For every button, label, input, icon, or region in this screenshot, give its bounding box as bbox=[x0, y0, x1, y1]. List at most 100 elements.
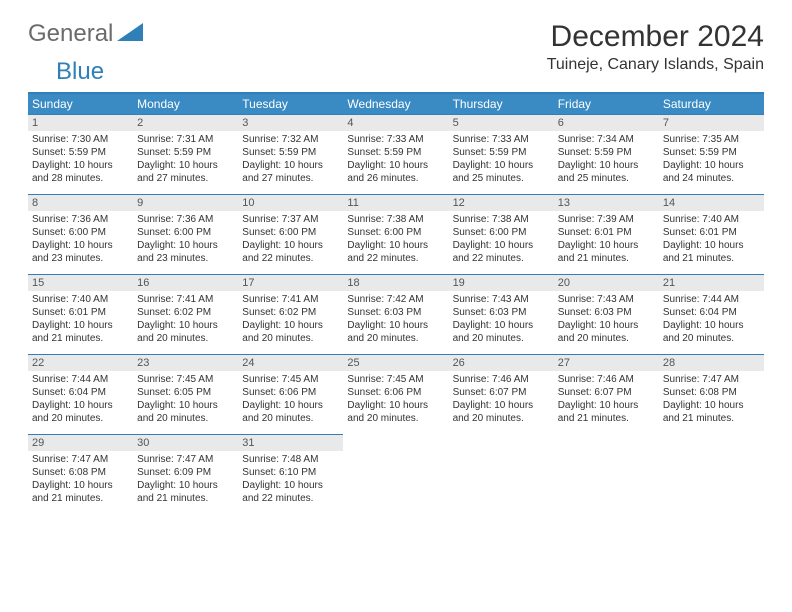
day-number: 20 bbox=[554, 274, 659, 291]
day-number: 22 bbox=[28, 354, 133, 371]
day-number: 21 bbox=[659, 274, 764, 291]
day-content: Sunrise: 7:33 AMSunset: 5:59 PMDaylight:… bbox=[449, 131, 554, 187]
day-content: Sunrise: 7:30 AMSunset: 5:59 PMDaylight:… bbox=[28, 131, 133, 187]
day-content: Sunrise: 7:31 AMSunset: 5:59 PMDaylight:… bbox=[133, 131, 238, 187]
day-content: Sunrise: 7:45 AMSunset: 6:06 PMDaylight:… bbox=[238, 371, 343, 427]
day-number: 11 bbox=[343, 194, 448, 211]
day-number: 4 bbox=[343, 114, 448, 131]
day-content: Sunrise: 7:43 AMSunset: 6:03 PMDaylight:… bbox=[449, 291, 554, 347]
calendar-day-cell: 14Sunrise: 7:40 AMSunset: 6:01 PMDayligh… bbox=[659, 194, 764, 274]
day-number: 5 bbox=[449, 114, 554, 131]
calendar-day-cell: 27Sunrise: 7:46 AMSunset: 6:07 PMDayligh… bbox=[554, 354, 659, 434]
day-number: 1 bbox=[28, 114, 133, 131]
calendar-day-cell: 17Sunrise: 7:41 AMSunset: 6:02 PMDayligh… bbox=[238, 274, 343, 354]
day-number: 10 bbox=[238, 194, 343, 211]
calendar-day-cell: 7Sunrise: 7:35 AMSunset: 5:59 PMDaylight… bbox=[659, 114, 764, 194]
calendar-day-cell: 25Sunrise: 7:45 AMSunset: 6:06 PMDayligh… bbox=[343, 354, 448, 434]
day-number: 24 bbox=[238, 354, 343, 371]
calendar-day-cell bbox=[659, 434, 764, 514]
brand-triangle-icon bbox=[117, 23, 143, 46]
page-title: December 2024 bbox=[547, 20, 764, 54]
brand-part1: General bbox=[28, 20, 113, 48]
weekday-header: Tuesday bbox=[238, 94, 343, 114]
day-number: 28 bbox=[659, 354, 764, 371]
location-text: Tuineje, Canary Islands, Spain bbox=[547, 56, 764, 74]
calendar-week-row: 22Sunrise: 7:44 AMSunset: 6:04 PMDayligh… bbox=[28, 354, 764, 434]
calendar-day-cell: 11Sunrise: 7:38 AMSunset: 6:00 PMDayligh… bbox=[343, 194, 448, 274]
day-number: 18 bbox=[343, 274, 448, 291]
title-block: December 2024 Tuineje, Canary Islands, S… bbox=[547, 20, 764, 74]
calendar-page: General December 2024 Tuineje, Canary Is… bbox=[0, 0, 792, 534]
day-content: Sunrise: 7:38 AMSunset: 6:00 PMDaylight:… bbox=[343, 211, 448, 267]
brand-part2: Blue bbox=[56, 58, 104, 85]
day-content: Sunrise: 7:32 AMSunset: 5:59 PMDaylight:… bbox=[238, 131, 343, 187]
day-content: Sunrise: 7:35 AMSunset: 5:59 PMDaylight:… bbox=[659, 131, 764, 187]
day-content: Sunrise: 7:41 AMSunset: 6:02 PMDaylight:… bbox=[238, 291, 343, 347]
calendar-day-cell: 10Sunrise: 7:37 AMSunset: 6:00 PMDayligh… bbox=[238, 194, 343, 274]
calendar-day-cell: 21Sunrise: 7:44 AMSunset: 6:04 PMDayligh… bbox=[659, 274, 764, 354]
weekday-header: Saturday bbox=[659, 94, 764, 114]
weekday-header: Thursday bbox=[449, 94, 554, 114]
day-number: 14 bbox=[659, 194, 764, 211]
weekday-header: Wednesday bbox=[343, 94, 448, 114]
calendar-day-cell: 8Sunrise: 7:36 AMSunset: 6:00 PMDaylight… bbox=[28, 194, 133, 274]
day-content: Sunrise: 7:34 AMSunset: 5:59 PMDaylight:… bbox=[554, 131, 659, 187]
calendar-day-cell: 12Sunrise: 7:38 AMSunset: 6:00 PMDayligh… bbox=[449, 194, 554, 274]
day-number: 7 bbox=[659, 114, 764, 131]
day-number: 27 bbox=[554, 354, 659, 371]
day-number: 16 bbox=[133, 274, 238, 291]
calendar-week-row: 29Sunrise: 7:47 AMSunset: 6:08 PMDayligh… bbox=[28, 434, 764, 514]
calendar-day-cell: 2Sunrise: 7:31 AMSunset: 5:59 PMDaylight… bbox=[133, 114, 238, 194]
day-number: 30 bbox=[133, 434, 238, 451]
calendar-day-cell bbox=[343, 434, 448, 514]
calendar-day-cell: 30Sunrise: 7:47 AMSunset: 6:09 PMDayligh… bbox=[133, 434, 238, 514]
day-content: Sunrise: 7:47 AMSunset: 6:08 PMDaylight:… bbox=[659, 371, 764, 427]
calendar-day-cell: 6Sunrise: 7:34 AMSunset: 5:59 PMDaylight… bbox=[554, 114, 659, 194]
weekday-header: Sunday bbox=[28, 94, 133, 114]
day-content: Sunrise: 7:45 AMSunset: 6:05 PMDaylight:… bbox=[133, 371, 238, 427]
day-content: Sunrise: 7:46 AMSunset: 6:07 PMDaylight:… bbox=[449, 371, 554, 427]
calendar-day-cell: 26Sunrise: 7:46 AMSunset: 6:07 PMDayligh… bbox=[449, 354, 554, 434]
calendar-day-cell: 20Sunrise: 7:43 AMSunset: 6:03 PMDayligh… bbox=[554, 274, 659, 354]
day-number: 15 bbox=[28, 274, 133, 291]
calendar-day-cell bbox=[554, 434, 659, 514]
calendar-day-cell: 24Sunrise: 7:45 AMSunset: 6:06 PMDayligh… bbox=[238, 354, 343, 434]
day-content: Sunrise: 7:44 AMSunset: 6:04 PMDaylight:… bbox=[659, 291, 764, 347]
day-content: Sunrise: 7:42 AMSunset: 6:03 PMDaylight:… bbox=[343, 291, 448, 347]
weekday-header-row: Sunday Monday Tuesday Wednesday Thursday… bbox=[28, 94, 764, 114]
calendar-day-cell: 4Sunrise: 7:33 AMSunset: 5:59 PMDaylight… bbox=[343, 114, 448, 194]
day-content: Sunrise: 7:44 AMSunset: 6:04 PMDaylight:… bbox=[28, 371, 133, 427]
calendar-day-cell: 5Sunrise: 7:33 AMSunset: 5:59 PMDaylight… bbox=[449, 114, 554, 194]
calendar-day-cell: 13Sunrise: 7:39 AMSunset: 6:01 PMDayligh… bbox=[554, 194, 659, 274]
day-number: 17 bbox=[238, 274, 343, 291]
day-number: 2 bbox=[133, 114, 238, 131]
day-number: 6 bbox=[554, 114, 659, 131]
calendar-day-cell: 18Sunrise: 7:42 AMSunset: 6:03 PMDayligh… bbox=[343, 274, 448, 354]
day-content: Sunrise: 7:38 AMSunset: 6:00 PMDaylight:… bbox=[449, 211, 554, 267]
day-content: Sunrise: 7:36 AMSunset: 6:00 PMDaylight:… bbox=[133, 211, 238, 267]
calendar-day-cell: 23Sunrise: 7:45 AMSunset: 6:05 PMDayligh… bbox=[133, 354, 238, 434]
day-number: 31 bbox=[238, 434, 343, 451]
day-content: Sunrise: 7:47 AMSunset: 6:08 PMDaylight:… bbox=[28, 451, 133, 507]
day-number: 3 bbox=[238, 114, 343, 131]
brand-logo: General bbox=[28, 20, 145, 48]
calendar-day-cell: 29Sunrise: 7:47 AMSunset: 6:08 PMDayligh… bbox=[28, 434, 133, 514]
calendar-day-cell: 1Sunrise: 7:30 AMSunset: 5:59 PMDaylight… bbox=[28, 114, 133, 194]
day-number: 9 bbox=[133, 194, 238, 211]
day-content: Sunrise: 7:40 AMSunset: 6:01 PMDaylight:… bbox=[659, 211, 764, 267]
calendar-week-row: 8Sunrise: 7:36 AMSunset: 6:00 PMDaylight… bbox=[28, 194, 764, 274]
day-content: Sunrise: 7:45 AMSunset: 6:06 PMDaylight:… bbox=[343, 371, 448, 427]
calendar-body: 1Sunrise: 7:30 AMSunset: 5:59 PMDaylight… bbox=[28, 114, 764, 514]
day-content: Sunrise: 7:48 AMSunset: 6:10 PMDaylight:… bbox=[238, 451, 343, 507]
day-content: Sunrise: 7:41 AMSunset: 6:02 PMDaylight:… bbox=[133, 291, 238, 347]
day-number: 19 bbox=[449, 274, 554, 291]
calendar-day-cell: 3Sunrise: 7:32 AMSunset: 5:59 PMDaylight… bbox=[238, 114, 343, 194]
day-content: Sunrise: 7:47 AMSunset: 6:09 PMDaylight:… bbox=[133, 451, 238, 507]
day-number: 8 bbox=[28, 194, 133, 211]
day-number: 26 bbox=[449, 354, 554, 371]
day-number: 12 bbox=[449, 194, 554, 211]
day-number: 13 bbox=[554, 194, 659, 211]
day-content: Sunrise: 7:33 AMSunset: 5:59 PMDaylight:… bbox=[343, 131, 448, 187]
calendar-day-cell: 16Sunrise: 7:41 AMSunset: 6:02 PMDayligh… bbox=[133, 274, 238, 354]
weekday-header: Friday bbox=[554, 94, 659, 114]
